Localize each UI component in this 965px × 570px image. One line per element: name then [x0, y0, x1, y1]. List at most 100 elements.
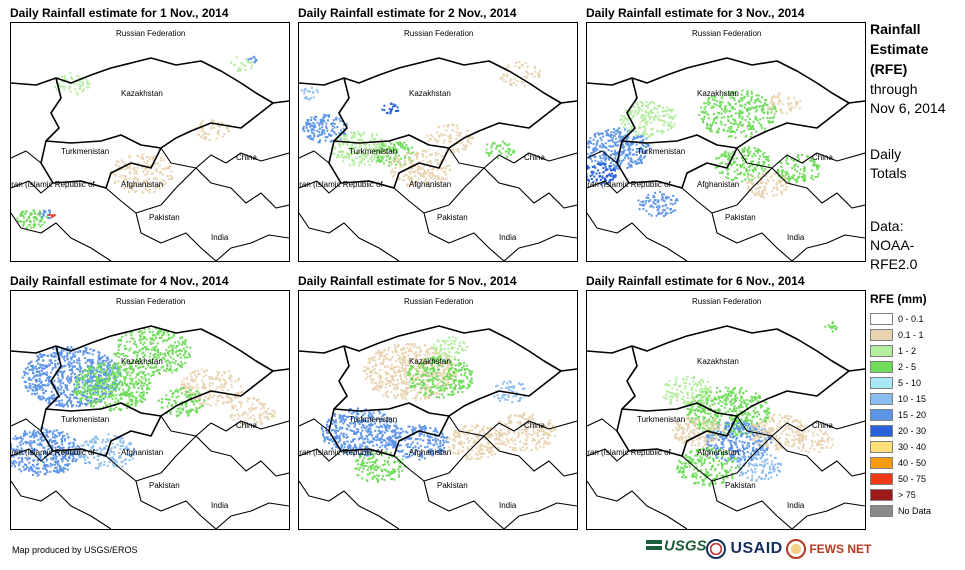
rainfall-pixel — [33, 210, 36, 213]
rainfall-pixel — [409, 172, 412, 175]
rainfall-pixel — [723, 92, 726, 95]
rainfall-pixel — [458, 132, 460, 135]
rainfall-pixel — [130, 380, 133, 383]
rainfall-pixel — [125, 458, 127, 461]
rainfall-pixel — [799, 99, 802, 102]
rainfall-pixel — [708, 127, 711, 130]
rainfall-pixel — [93, 456, 96, 459]
rainfall-pixel — [55, 404, 58, 407]
rainfall-pixel — [643, 133, 646, 136]
rainfall-pixel — [600, 132, 603, 135]
rainfall-pixel — [126, 447, 129, 450]
rainfall-pixel — [318, 127, 321, 130]
rainfall-pixel — [363, 147, 366, 150]
rainfall-pixel — [146, 388, 148, 391]
rainfall-pixel — [96, 367, 99, 369]
rainfall-pixel — [740, 171, 743, 174]
rainfall-pixel — [116, 443, 119, 446]
rainfall-pixel — [69, 72, 72, 75]
rainfall-pixel — [764, 127, 767, 130]
rainfall-pixel — [130, 186, 133, 189]
rainfall-pixel — [221, 396, 224, 399]
rainfall-pixel — [784, 170, 787, 173]
rainfall-pixel — [759, 118, 762, 121]
rainfall-pixel — [185, 395, 188, 398]
rainfall-pixel — [35, 472, 38, 474]
rainfall-pixel — [119, 409, 122, 412]
rainfall-pixel — [76, 394, 79, 396]
country-label-china: China — [236, 153, 257, 162]
rainfall-pixel — [19, 213, 22, 216]
rainfall-pixel — [192, 401, 195, 403]
rainfall-pixel — [66, 353, 69, 356]
country-border — [195, 167, 289, 209]
rainfall-pixel — [51, 444, 54, 447]
rainfall-pixel — [196, 400, 199, 403]
rainfall-pixel — [117, 366, 119, 368]
rainfall-pixel — [427, 168, 429, 171]
rainfall-pixel — [614, 143, 617, 145]
rainfall-pixel — [766, 170, 769, 173]
rainfall-pixel — [354, 146, 357, 149]
country-label-turkmenistan: Turkmenistan — [349, 147, 398, 156]
rainfall-pixel — [739, 112, 742, 114]
rainfall-pixel — [418, 166, 421, 169]
rainfall-pixel — [389, 112, 392, 115]
rainfall-pixel — [313, 135, 316, 138]
rainfall-pixel — [139, 357, 142, 360]
rainfall-pixel — [727, 116, 730, 119]
rainfall-pixel — [46, 365, 49, 368]
rainfall-pixel — [78, 405, 81, 407]
rainfall-pixel — [89, 360, 92, 363]
rainfall-pixel — [28, 217, 31, 220]
rainfall-pixel — [739, 122, 742, 125]
rainfall-pixel — [81, 370, 84, 372]
rainfall-pixel — [151, 155, 154, 158]
rainfall-pixel — [180, 349, 183, 352]
rainfall-pixel — [174, 362, 177, 365]
rainfall-pixel — [721, 95, 724, 98]
rainfall-pixel — [144, 377, 147, 380]
rainfall-pixel — [26, 466, 29, 469]
rainfall-pixel — [142, 337, 145, 340]
rainfall-pixel — [118, 388, 121, 391]
rainfall-pixel — [94, 437, 97, 440]
rainfall-pixel — [399, 166, 402, 169]
rainfall-pixel — [784, 173, 787, 176]
rainfall-pixel — [165, 363, 168, 366]
rainfall-pixel — [746, 169, 748, 172]
rainfall-pixel — [651, 100, 654, 103]
rainfall-pixel — [94, 389, 97, 392]
rainfall-pixel — [108, 453, 111, 456]
rainfall-pixel — [91, 360, 94, 363]
country-label-turkmenistan: Turkmenistan — [637, 147, 686, 156]
rainfall-pixel — [44, 379, 47, 382]
rainfall-pixel — [466, 129, 469, 132]
rainfall-pixel — [86, 374, 89, 377]
rainfall-pixel — [143, 346, 146, 349]
rainfall-pixel — [639, 107, 642, 110]
country-label-russia: Russian Federation — [692, 29, 762, 38]
rainfall-pixel — [101, 441, 104, 444]
rainfall-pixel — [34, 470, 36, 473]
rainfall-pixel — [117, 399, 120, 402]
rainfall-pixel — [101, 385, 104, 388]
rainfall-pixel — [416, 155, 418, 158]
rainfall-pixel — [748, 178, 751, 181]
rainfall-pixel — [613, 131, 615, 134]
rainfall-pixel — [763, 111, 766, 114]
rainfall-pixel — [46, 376, 49, 379]
rainfall-pixel — [324, 139, 327, 142]
rainfall-pixel — [46, 436, 49, 439]
rainfall-pixel — [746, 90, 749, 93]
rainfall-pixel — [749, 117, 751, 120]
rainfall-pixel — [347, 147, 350, 150]
rainfall-pixel — [123, 382, 126, 384]
rainfall-pixel — [168, 178, 171, 181]
rainfall-pixel — [649, 205, 652, 208]
rainfall-pixel — [750, 160, 753, 163]
rainfall-pixel — [316, 91, 319, 94]
rainfall-pixel — [764, 189, 766, 192]
rainfall-pixel — [395, 141, 398, 144]
rainfall-pixel — [783, 178, 786, 181]
